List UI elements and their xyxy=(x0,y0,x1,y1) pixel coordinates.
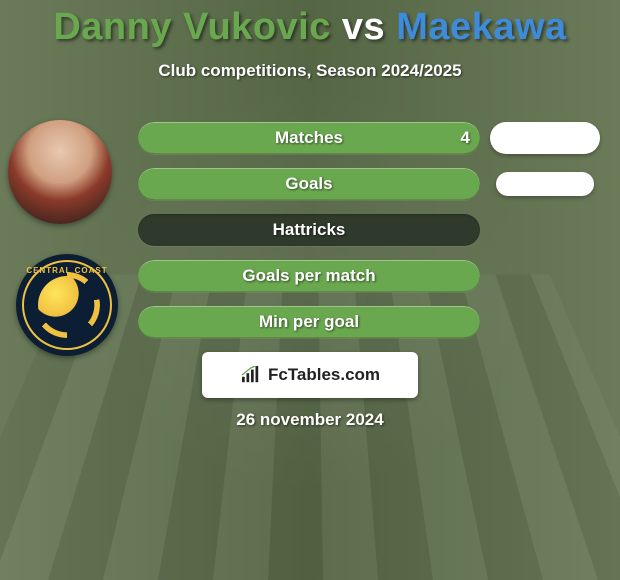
stat-label: Matches xyxy=(138,128,480,148)
player1-club-badge: CENTRAL COAST xyxy=(16,254,118,356)
stat-row: Matches4 xyxy=(138,122,480,154)
badge-swirl-icon xyxy=(38,276,96,334)
players-column: CENTRAL COAST xyxy=(8,120,130,356)
stat-label: Goals xyxy=(138,174,480,194)
stat-label: Goals per match xyxy=(138,266,480,286)
title-player2: Maekawa xyxy=(396,6,566,48)
bar-chart-icon xyxy=(240,366,262,384)
stat-value: 4 xyxy=(461,128,470,148)
stat-row: Goals xyxy=(138,168,480,200)
right-pills xyxy=(490,122,600,352)
stat-pill-slot xyxy=(490,306,600,338)
stat-label: Hattricks xyxy=(138,220,480,240)
stat-row: Hattricks xyxy=(138,214,480,246)
page-title: Danny Vukovic vs Maekawa xyxy=(0,0,620,49)
stat-pill xyxy=(490,122,600,154)
player1-avatar xyxy=(8,120,112,224)
stat-row: Min per goal xyxy=(138,306,480,338)
stat-pill-slot xyxy=(490,260,600,292)
stat-pill xyxy=(496,172,594,196)
stat-pill-slot xyxy=(490,214,600,246)
stat-row: Goals per match xyxy=(138,260,480,292)
stat-label: Min per goal xyxy=(138,312,480,332)
stat-pill-slot xyxy=(490,122,600,154)
stat-pill-slot xyxy=(490,168,600,200)
date-text: 26 november 2024 xyxy=(0,410,620,430)
content-root: Danny Vukovic vs Maekawa Club competitio… xyxy=(0,0,620,580)
title-vs: vs xyxy=(342,6,385,48)
logo-text: FcTables.com xyxy=(268,365,380,385)
source-logo: FcTables.com xyxy=(202,352,418,398)
subtitle: Club competitions, Season 2024/2025 xyxy=(0,61,620,81)
title-player1: Danny Vukovic xyxy=(53,6,331,48)
stats-block: Matches4 Goals Hattricks Goals per match Min… xyxy=(138,122,480,352)
